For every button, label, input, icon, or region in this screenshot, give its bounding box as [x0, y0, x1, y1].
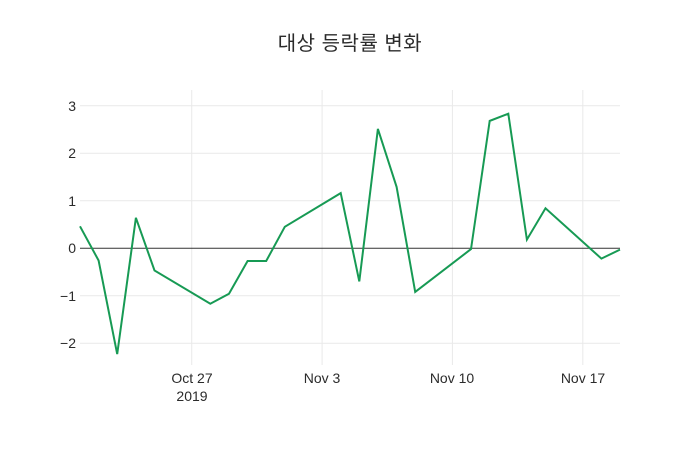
x-tick-label-date: Nov 10: [429, 370, 475, 386]
x-tick-label: Oct 27 2019: [147, 369, 237, 405]
series-line-등락률: [79, 112, 621, 355]
y-tick-label: 1: [68, 193, 76, 209]
x-tick-label: Nov 3: [277, 369, 367, 387]
x-tick-label: Nov 10: [407, 369, 497, 387]
x-tick-label-date: Nov 17: [560, 370, 606, 386]
y-tick-label: 0: [68, 240, 76, 256]
y-tick-label: −1: [60, 288, 76, 304]
x-tick-label-year: 2019: [176, 388, 208, 404]
x-tick-label-date: Nov 3: [303, 370, 341, 386]
y-tick-label: 2: [68, 145, 76, 161]
y-tick-label: 3: [68, 98, 76, 114]
x-tick-label-date: Oct 27: [171, 370, 213, 386]
y-tick-label: −2: [60, 335, 76, 351]
chart-title: 대상 등락률 변화: [277, 33, 423, 55]
x-tick-label: Nov 17: [538, 369, 628, 387]
